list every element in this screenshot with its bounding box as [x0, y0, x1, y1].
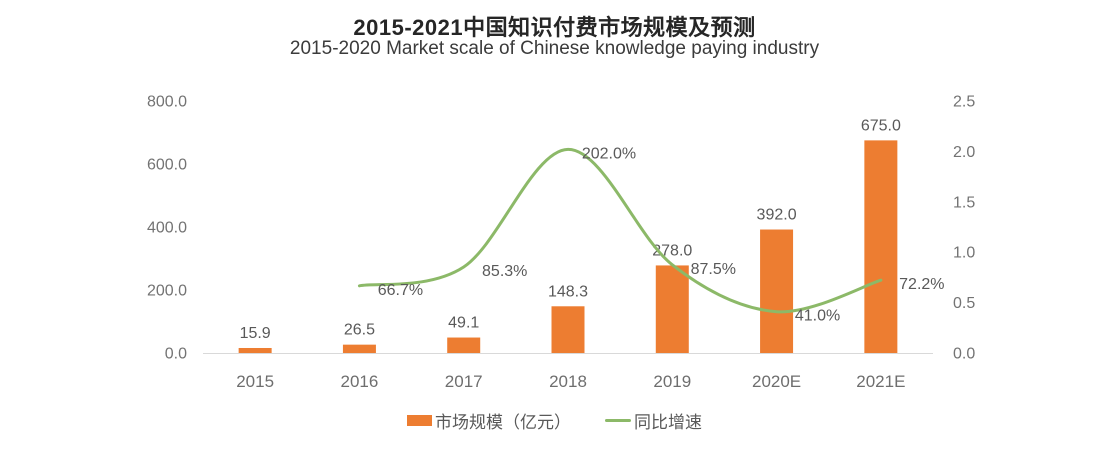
left-axis-tick: 800.0 — [147, 94, 187, 111]
bar-2016 — [342, 344, 376, 353]
category-label-2016: 2016 — [341, 372, 379, 391]
category-label-2019: 2019 — [653, 372, 691, 391]
legend-label-growth-rate: 同比增速 — [634, 413, 702, 432]
right-axis-tick: 2.0 — [953, 144, 975, 161]
left-axis-tick: 200.0 — [147, 283, 187, 300]
right-axis-tick: 1.0 — [953, 245, 975, 262]
bar-2020E — [760, 229, 794, 353]
category-label-2020E: 2020E — [752, 372, 801, 391]
line-label-2021E: 72.2% — [899, 276, 944, 293]
growth-rate-line — [357, 147, 883, 314]
left-axis-tick: 600.0 — [147, 157, 187, 174]
category-label-2021E: 2021E — [856, 372, 905, 391]
bar-label-2017: 49.1 — [448, 315, 479, 332]
legend-label-market-scale: 市场规模（亿元） — [435, 413, 571, 432]
category-label-2017: 2017 — [445, 372, 483, 391]
bar-label-2015: 15.9 — [240, 325, 271, 342]
bar-label-2021E: 675.0 — [861, 117, 901, 134]
chart-title: 2015-2021中国知识付费市场规模及预测 — [353, 15, 756, 40]
bar-2015 — [238, 347, 272, 353]
bar-swatch-icon — [407, 415, 432, 426]
right-axis-tick: 0.0 — [953, 346, 975, 363]
right-axis-tick: 1.5 — [953, 194, 975, 211]
bar-label-2018: 148.3 — [548, 283, 588, 300]
bar-2017 — [447, 337, 481, 353]
category-label-2018: 2018 — [549, 372, 587, 391]
legend: 市场规模（亿元） 同比增速 — [0, 408, 1109, 433]
line-label-2020E: 41.0% — [795, 308, 840, 325]
chart-subtitle: 2015-2020 Market scale of Chinese knowle… — [289, 38, 820, 59]
line-label-2016: 66.7% — [378, 282, 423, 299]
right-axis-tick: 0.5 — [953, 295, 975, 312]
line-swatch-icon — [605, 419, 631, 422]
line-label-2018: 202.0% — [582, 145, 636, 162]
bar-2018 — [551, 306, 585, 353]
bar-label-2016: 26.5 — [344, 322, 375, 339]
legend-item-growth-rate: 同比增速 — [605, 408, 702, 433]
line-label-2019: 87.5% — [691, 261, 736, 278]
bar-2019 — [655, 265, 689, 353]
bar-label-2020E: 392.0 — [757, 207, 797, 224]
bar-2021E — [864, 140, 898, 353]
category-label-2015: 2015 — [236, 372, 274, 391]
left-axis-tick: 0.0 — [165, 346, 187, 363]
right-axis-tick: 2.5 — [953, 94, 975, 111]
left-axis-tick: 400.0 — [147, 220, 187, 237]
line-label-2017: 85.3% — [482, 263, 527, 280]
legend-item-market-scale: 市场规模（亿元） — [407, 408, 571, 433]
